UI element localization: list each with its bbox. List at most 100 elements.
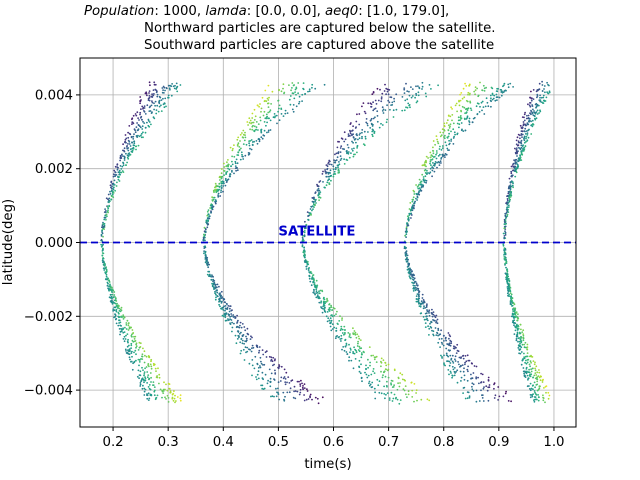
particle-point xyxy=(451,119,453,122)
particle-point xyxy=(532,376,534,379)
particle-point xyxy=(409,209,412,212)
particle-point xyxy=(133,142,136,145)
particle-point xyxy=(449,354,452,357)
particle-point xyxy=(255,128,258,131)
particle-point xyxy=(123,155,126,158)
particle-point xyxy=(136,122,139,124)
particle-point xyxy=(107,277,110,280)
particle-point xyxy=(337,151,340,153)
particle-point xyxy=(315,279,318,282)
particle-point xyxy=(109,184,112,187)
particle-point xyxy=(295,105,298,108)
particle-point xyxy=(351,149,354,152)
particle-point xyxy=(325,164,328,167)
particle-point xyxy=(423,181,426,184)
particle-point xyxy=(214,182,217,185)
particle-point xyxy=(143,111,146,113)
particle-point xyxy=(270,103,272,105)
particle-point xyxy=(106,281,109,284)
particle-point xyxy=(140,378,143,381)
particle-point xyxy=(322,300,325,303)
particle-point xyxy=(296,380,299,383)
particle-point xyxy=(503,235,506,237)
particle-point xyxy=(330,306,332,308)
particle-point xyxy=(426,173,428,176)
particle-point xyxy=(283,91,286,94)
particle-point xyxy=(539,99,542,101)
particle-point xyxy=(131,368,134,371)
particle-point xyxy=(338,170,340,172)
particle-point xyxy=(218,300,220,303)
particle-point xyxy=(273,395,275,398)
particle-point xyxy=(311,398,313,401)
particle-point xyxy=(438,161,441,164)
particle-point xyxy=(245,339,248,342)
particle-point xyxy=(141,353,144,356)
particle-point xyxy=(479,105,481,108)
particle-point xyxy=(529,382,532,385)
particle-point xyxy=(258,140,261,143)
particle-point xyxy=(284,381,287,383)
particle-point xyxy=(302,239,305,242)
particle-point xyxy=(102,257,105,260)
particle-point xyxy=(357,340,359,343)
particle-point xyxy=(394,397,397,400)
particle-point xyxy=(403,88,406,91)
particle-point xyxy=(438,164,441,167)
particle-point xyxy=(150,123,152,126)
particle-point xyxy=(225,165,228,168)
particle-point xyxy=(536,378,538,380)
particle-point xyxy=(103,211,106,214)
particle-point xyxy=(407,268,410,270)
particle-point xyxy=(523,343,526,346)
particle-point xyxy=(357,349,360,351)
particle-point xyxy=(466,397,469,400)
particle-point xyxy=(513,310,516,312)
particle-point xyxy=(108,204,110,207)
particle-point xyxy=(225,181,228,184)
particle-point xyxy=(421,293,424,296)
particle-point xyxy=(273,113,276,115)
particle-point xyxy=(398,385,401,388)
particle-point xyxy=(390,383,393,386)
particle-point xyxy=(468,396,471,399)
particle-point xyxy=(453,367,456,369)
particle-point xyxy=(267,106,270,108)
particle-point xyxy=(354,138,357,140)
particle-point xyxy=(138,377,141,380)
particle-point xyxy=(214,287,216,290)
particle-point xyxy=(111,185,113,188)
particle-point xyxy=(207,270,210,273)
particle-point xyxy=(430,154,433,157)
particle-point xyxy=(359,339,362,341)
particle-point xyxy=(103,264,105,267)
particle-point xyxy=(518,340,521,343)
particle-point xyxy=(507,400,510,402)
particle-point xyxy=(301,239,304,242)
particle-point xyxy=(516,136,519,139)
particle-point xyxy=(512,169,514,172)
particle-point xyxy=(172,399,175,402)
particle-point xyxy=(516,319,519,322)
particle-point xyxy=(506,268,509,270)
particle-point xyxy=(529,394,532,396)
particle-point xyxy=(402,388,405,391)
particle-point xyxy=(429,151,432,154)
particle-point xyxy=(521,331,524,333)
particle-point xyxy=(460,380,462,382)
particle-point xyxy=(471,382,474,385)
particle-point xyxy=(459,366,461,368)
particle-point xyxy=(260,360,262,363)
particle-point xyxy=(328,178,330,181)
particle-point xyxy=(532,360,535,362)
particle-point xyxy=(227,167,229,170)
particle-point xyxy=(525,135,528,138)
particle-point xyxy=(150,376,153,379)
particle-point xyxy=(148,377,151,380)
particle-point xyxy=(240,349,243,352)
particle-point xyxy=(233,155,236,158)
particle-point xyxy=(437,341,440,344)
particle-point xyxy=(445,352,448,355)
particle-point xyxy=(512,307,515,310)
particle-point xyxy=(315,288,318,291)
